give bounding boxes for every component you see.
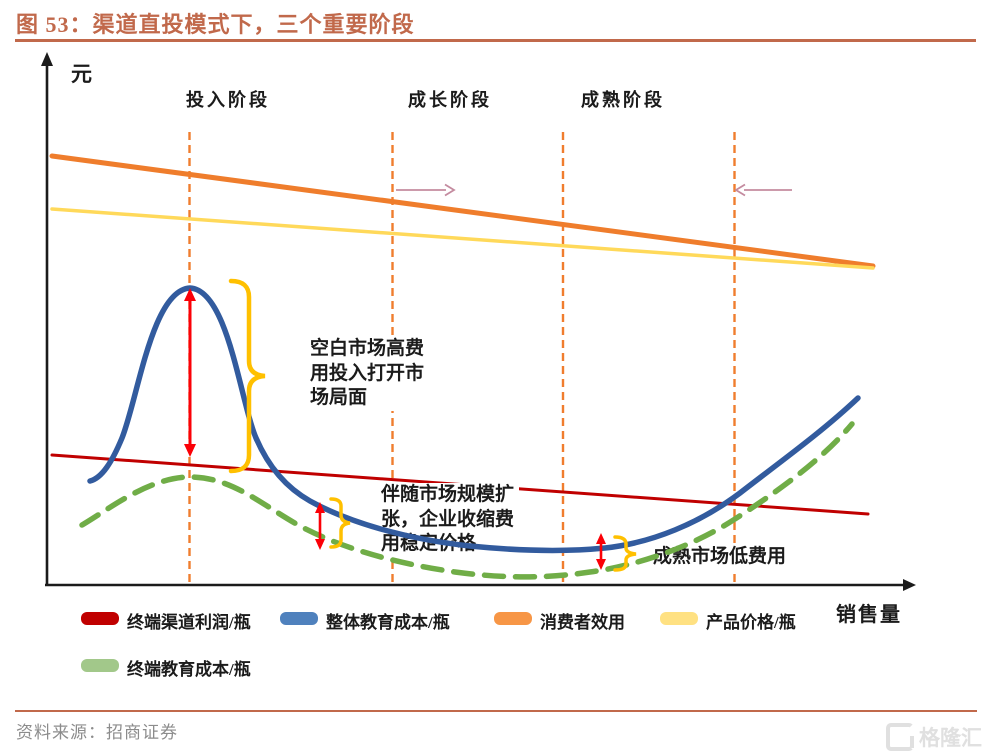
gelonghui-icon — [886, 723, 914, 751]
legend-label: 终端教育成本/瓶 — [127, 660, 251, 679]
stage-shift-left-arrow-icon — [734, 183, 792, 197]
watermark-logo: 格隆汇 — [886, 722, 982, 752]
product-price-line — [50, 207, 875, 270]
stage-shift-right-arrow-icon — [396, 183, 456, 197]
legend-swatch-consumer-utility — [494, 612, 532, 625]
annotation-invest: 空白市场高费用投入打开市场局面 — [310, 337, 428, 411]
legend-label: 整体教育成本/瓶 — [326, 613, 450, 632]
title-rule — [15, 39, 976, 42]
legend-label: 产品价格/瓶 — [706, 613, 796, 632]
stage-label-invest: 投入阶段 — [186, 90, 270, 110]
watermark-text: 格隆汇 — [919, 727, 982, 750]
figure-title: 图 53：渠道直投模式下，三个重要阶段 — [16, 12, 415, 37]
legend-swatch-channel-profit — [81, 612, 119, 625]
stage-label-growth: 成长阶段 — [408, 90, 492, 110]
legend-swatch-product-price — [660, 612, 698, 625]
annotation-mature: 成熟市场低费用 — [653, 545, 787, 570]
legend-label: 消费者效用 — [540, 613, 625, 632]
footer-rule — [15, 710, 977, 712]
consumer-utility-line — [49, 153, 876, 269]
stage-label-mature: 成熟阶段 — [581, 90, 665, 110]
legend-label: 终端渠道利润/瓶 — [127, 613, 251, 632]
annotation-growth: 伴随市场规模扩张，企业收缩费用稳定价格 — [381, 483, 519, 557]
legend-swatch-terminal-education — [81, 659, 119, 672]
source-note: 资料来源：招商证券 — [16, 723, 178, 742]
y-axis-arrow-icon — [41, 52, 53, 66]
legend-swatch-overall-education — [280, 612, 318, 625]
x-axis-arrow-icon — [903, 579, 916, 591]
x-axis-label: 销售量 — [836, 604, 902, 626]
y-axis-label: 元 — [71, 62, 92, 86]
